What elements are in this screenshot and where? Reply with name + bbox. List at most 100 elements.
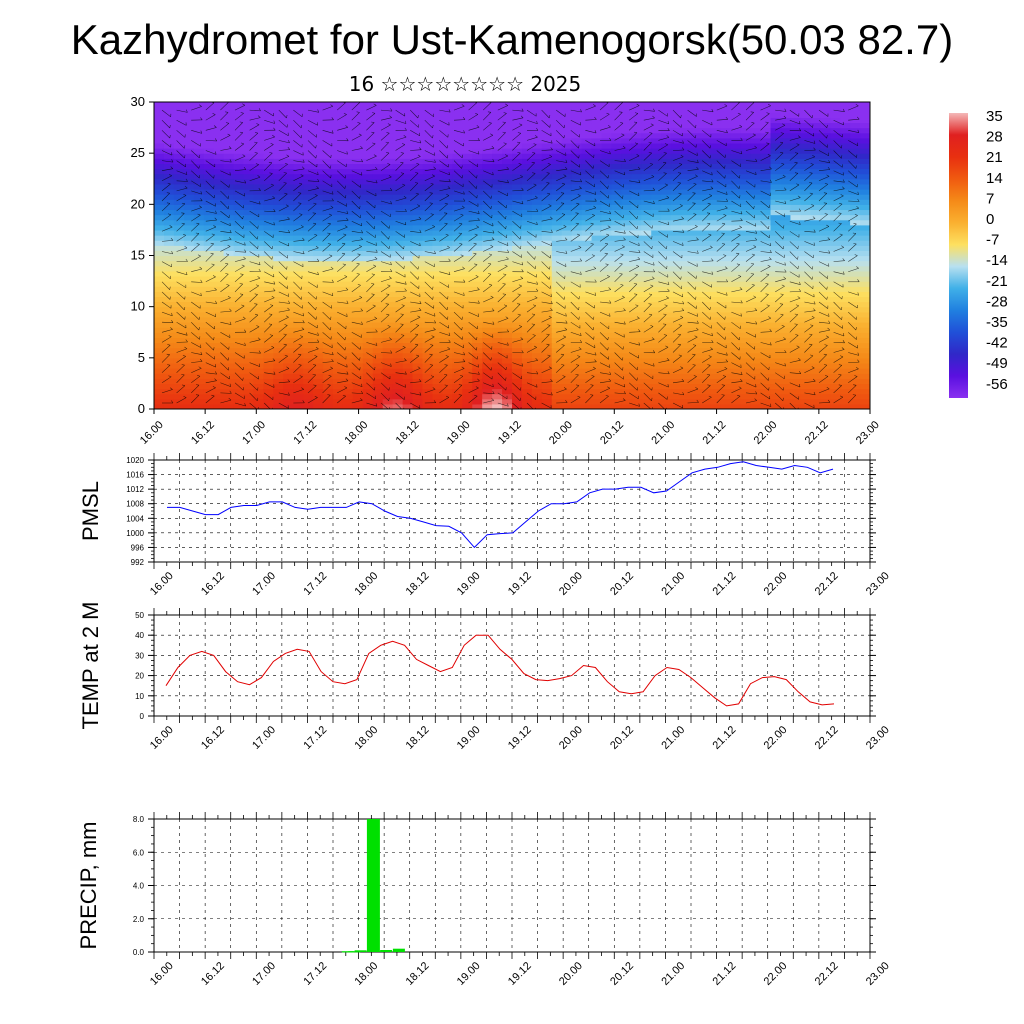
heatmap-cell [760,132,772,139]
heatmap-cell [531,153,543,159]
heatmap-cell [710,291,722,298]
heatmap-cell [671,127,682,134]
heatmap-cell [323,107,334,113]
heatmap-cell [700,117,712,124]
heatmap-cell [740,373,752,379]
heatmap-cell [541,337,553,344]
heatmap-cell [681,112,692,118]
heatmap-cell [681,327,692,333]
heatmap-cell [790,275,801,282]
wind-barb-flag [241,264,245,267]
heatmap-cell [502,158,513,164]
heatmap-cell [462,163,473,170]
heatmap-cell [253,296,264,303]
heatmap-cell [830,316,841,323]
wind-barb-flag [314,193,318,196]
heatmap-cell [193,368,205,374]
heatmap-cell [482,311,493,318]
heatmap-cell [661,286,672,292]
heatmap-cell [571,306,583,313]
heatmap-cell [830,342,841,349]
heatmap-cell [840,368,851,374]
heatmap-cell [492,158,503,164]
heatmap-cell [760,301,772,308]
heatmap-cell [790,102,801,108]
wind-barb [191,214,201,222]
heatmap-cell [601,245,613,251]
wind-barb-flag [315,346,319,350]
heatmap-cell [432,178,443,185]
heatmap-cell [492,368,503,374]
heatmap-cell [492,142,503,149]
heatmap-cell [551,357,563,364]
heatmap-cell [313,117,324,124]
wind-barb-flag [240,142,244,145]
heatmap-cell [482,142,493,149]
heatmap-cell [333,260,344,267]
heatmap-cell [432,188,443,195]
wind-barb [191,352,203,355]
heatmap-cell [860,219,870,226]
heatmap-cell [541,219,553,226]
heatmap-cell [770,357,782,364]
heatmap-cell [233,260,245,267]
heatmap-cell [810,148,821,154]
wind-barb-flag [226,253,229,255]
heatmap-cell [531,373,543,379]
heatmap-cell [163,163,175,170]
heatmap-cell [273,260,284,267]
heatmap-cell [173,163,185,170]
heatmap-cell [521,337,533,344]
wind-barb-flag [211,263,215,266]
heatmap-cell [700,102,712,108]
heatmap-cell [512,332,523,338]
heatmap-cell [283,301,294,308]
heatmap-cell [601,240,613,246]
heatmap-cell [512,337,523,344]
heatmap-cell [740,148,752,154]
heatmap-cell [512,250,523,257]
heatmap-cell [462,235,473,241]
wind-barb-flag [283,343,287,346]
heatmap-cell [860,153,870,159]
heatmap-cell [213,168,225,175]
wind-barb-flag [330,366,333,369]
heatmap-cell [313,373,324,379]
heatmap-cell [432,224,443,231]
heatmap-cell [333,296,344,303]
heatmap-cell [213,255,225,262]
heatmap-cell [492,132,503,139]
heatmap-cell [750,311,762,318]
heatmap-cell [810,260,821,267]
heatmap-cell [800,398,811,405]
wind-barb [278,381,290,384]
wind-barb-flag [328,375,332,377]
heatmap-cell [850,393,861,400]
heatmap-cell [203,229,215,236]
heatmap-cell [293,357,304,364]
wind-barb-flag [273,208,276,212]
heatmap-cell [621,306,632,313]
wind-barb-flag [242,215,244,220]
wind-barb-flag [244,242,246,246]
heatmap-cell [263,199,274,205]
heatmap-cell [770,342,782,349]
heatmap-cell [651,403,662,409]
heatmap-cell [283,316,294,323]
wind-barb [220,392,232,394]
heatmap-cell [452,383,463,390]
heatmap-cell [293,296,304,303]
heatmap-cell [333,204,344,211]
heatmap-cell [740,342,752,349]
heatmap-cell [273,316,284,323]
heatmap-cell [611,347,622,354]
heatmap-cell [512,127,523,134]
heatmap-cell [681,281,692,287]
heatmap-cell [531,403,543,409]
wind-barb [191,170,200,179]
heatmap-cell [352,357,364,364]
heatmap-cell [203,352,215,359]
heatmap-cell [691,168,702,175]
heatmap-cell [183,209,195,216]
wind-barb [161,175,172,182]
